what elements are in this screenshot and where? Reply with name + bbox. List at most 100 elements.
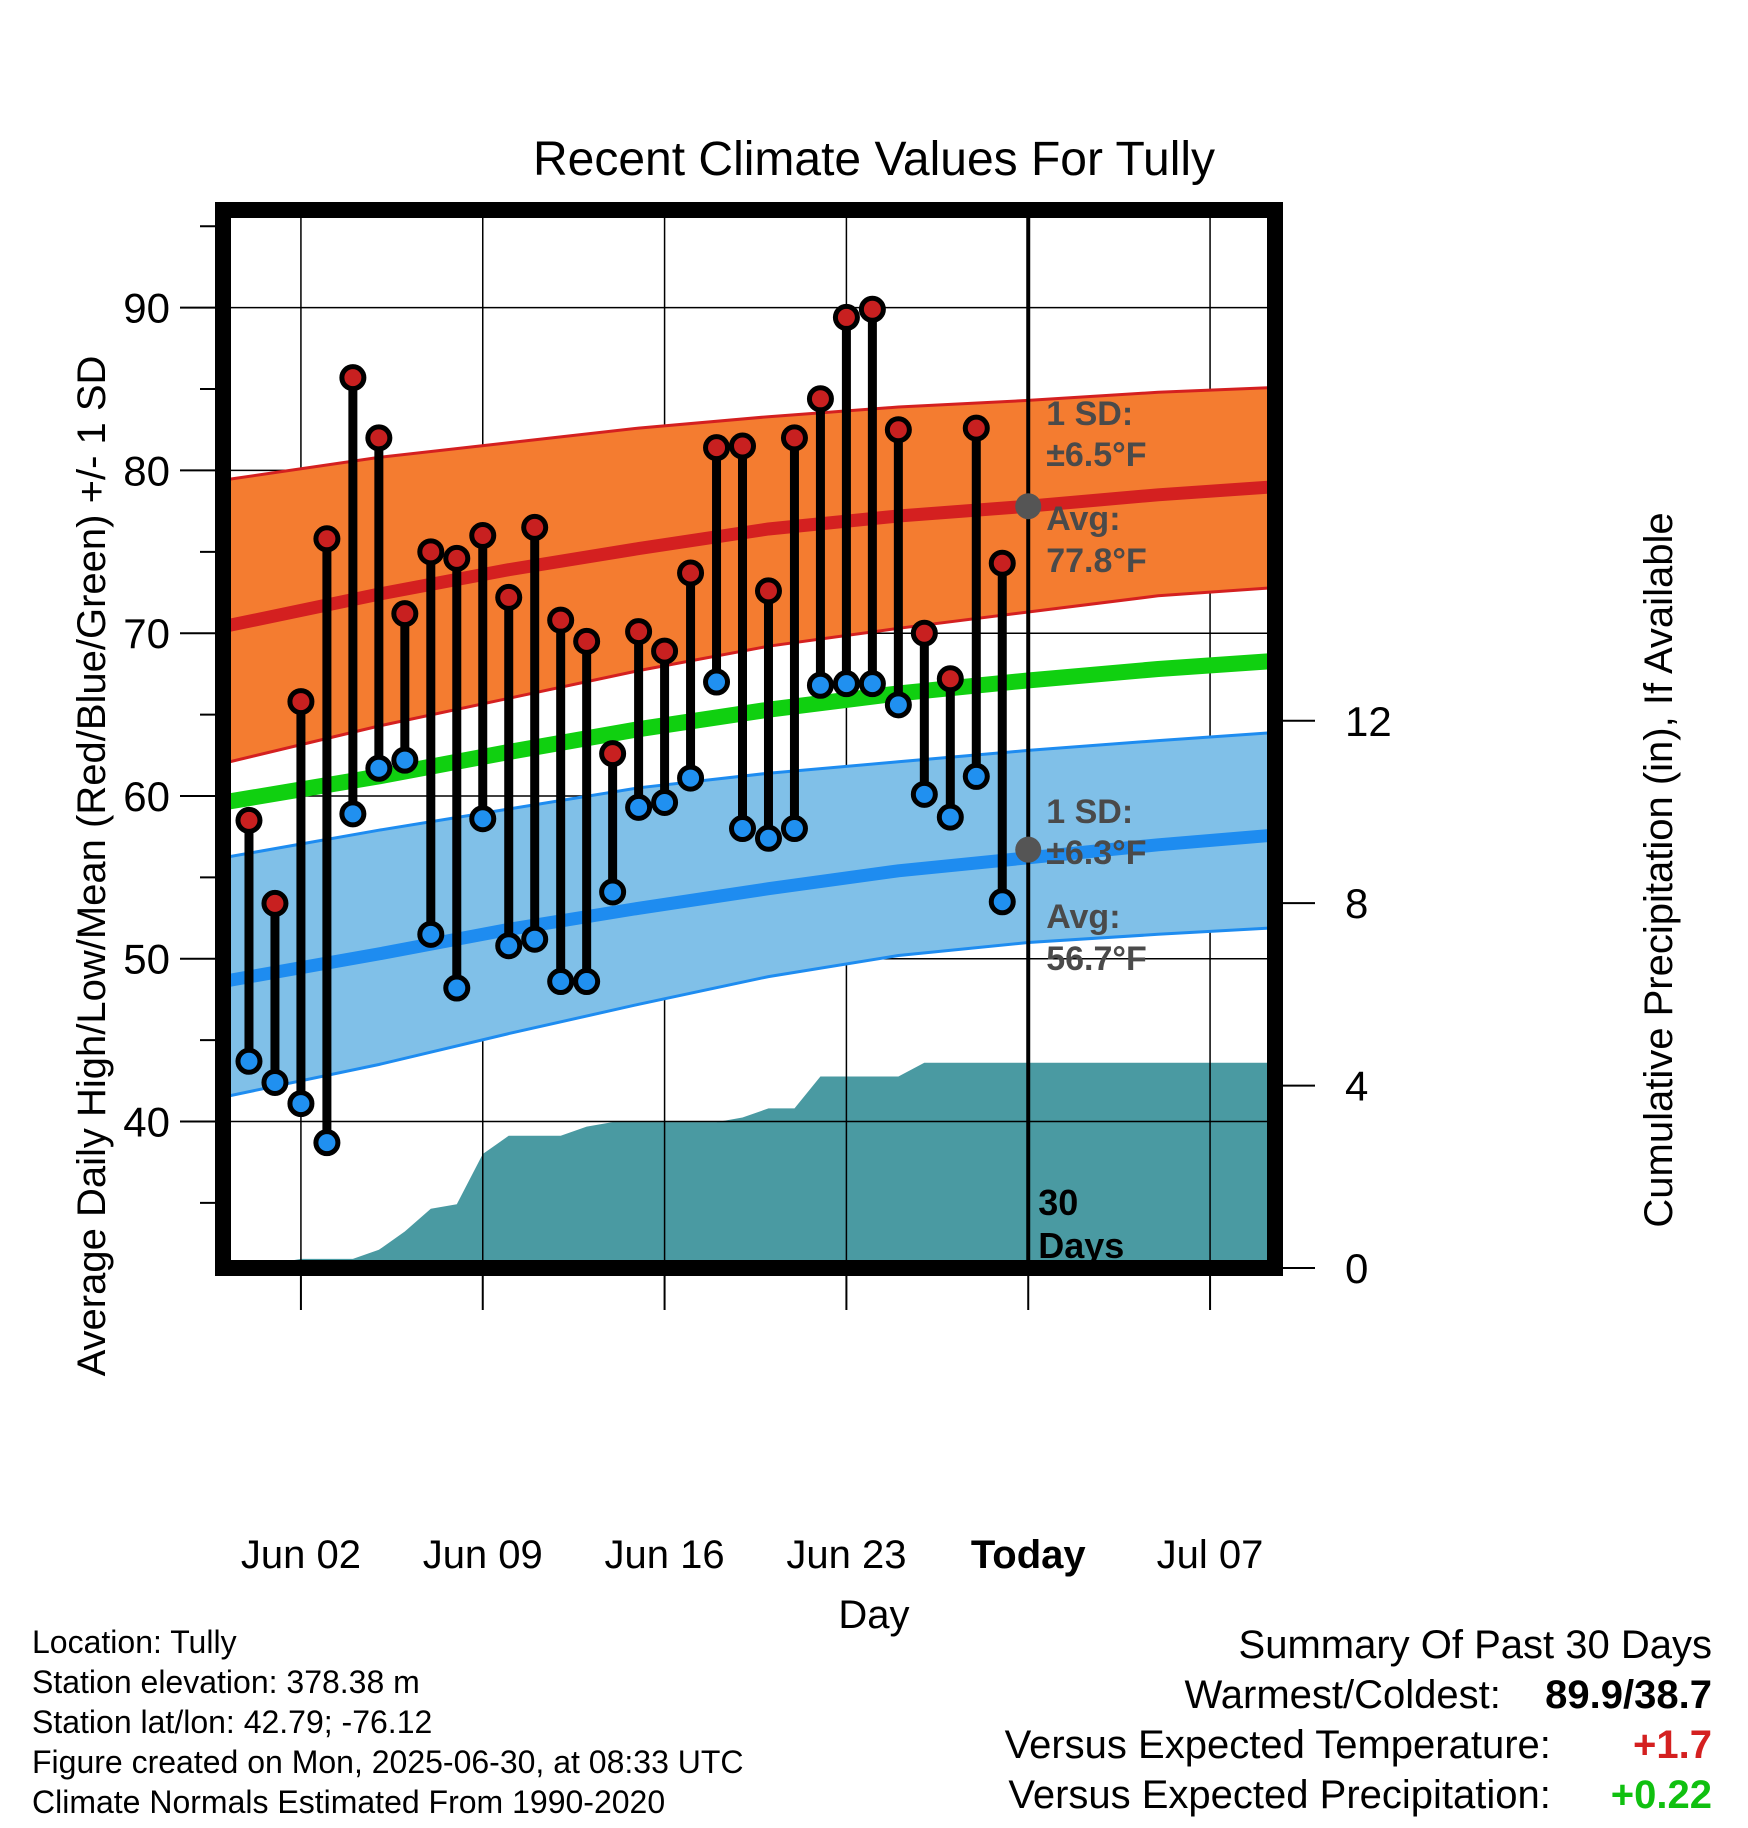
daily-low-point-15 [625, 793, 653, 821]
summary-temp: Versus Expected Temperature: +1.7 [1005, 1720, 1712, 1770]
daily-high-point-22 [806, 385, 834, 413]
normal-high-line [223, 480, 1275, 634]
y-right-tick-label-8: 8 [1345, 880, 1368, 927]
daily-high-point-15 [625, 618, 653, 646]
daily-low-point-4 [339, 800, 367, 828]
precip-label: Versus Expected Precipitation: [1008, 1773, 1551, 1817]
y-left-tick-label-80: 80 [123, 447, 170, 494]
daily-low-point-23 [832, 670, 860, 698]
daily-low-point-13 [573, 968, 601, 996]
daily-high-point-25 [884, 416, 912, 444]
summary-precip: Versus Expected Precipitation: +0.22 [1005, 1770, 1712, 1820]
daily-low-point-14 [599, 878, 627, 906]
y-left-tick-label-60: 60 [123, 773, 170, 820]
precip-area [223, 1062, 1275, 1268]
daily-low-point-11 [521, 925, 549, 953]
y-right-tick-label-12: 12 [1345, 698, 1392, 745]
annotation-low-avg-value: 56.7°F [1046, 940, 1147, 978]
summary-panel: Summary Of Past 30 Days Warmest/Coldest:… [1005, 1620, 1712, 1820]
daily-low-point-7 [417, 920, 445, 948]
annotation-low-sd-value: ±6.3°F [1046, 834, 1146, 872]
daily-high-point-7 [417, 538, 445, 566]
daily-high-point-19 [729, 432, 757, 460]
daily-low-point-24 [858, 670, 886, 698]
annotation-high-avg: Avg: [1046, 500, 1120, 538]
x-tick-label-4: Today [971, 1533, 1087, 1577]
daily-low-point-5 [365, 754, 393, 782]
daily-low-point-20 [754, 824, 782, 852]
y-left-tick-label-50: 50 [123, 936, 170, 983]
normals-text: Climate Normals Estimated From 1990-2020 [32, 1784, 666, 1820]
daily-high-point-4 [339, 364, 367, 392]
daily-low-point-18 [703, 668, 731, 696]
station-info: Location: Tully Station elevation: 378.3… [32, 1622, 744, 1822]
elevation-text: Station elevation: 378.38 m [32, 1664, 420, 1700]
warm-cold-label: Warmest/Coldest: [1184, 1673, 1501, 1717]
daily-high-point-1 [261, 889, 289, 917]
daily-high-point-21 [780, 424, 808, 452]
daily-high-point-20 [754, 577, 782, 605]
y-left-tick-label-90: 90 [123, 285, 170, 332]
daily-high-point-6 [391, 600, 419, 628]
daily-low-point-19 [729, 815, 757, 843]
daily-low-point-10 [495, 932, 523, 960]
annotation-high-avg-value: 77.8°F [1046, 542, 1147, 580]
daily-high-point-9 [469, 522, 497, 550]
daily-low-point-3 [313, 1129, 341, 1157]
daily-high-point-16 [651, 637, 679, 665]
annotation-high-sd: 1 SD: [1046, 395, 1133, 433]
daily-high-point-28 [962, 414, 990, 442]
today-label-line1: 30 [1038, 1182, 1078, 1223]
y-left-tick-label-70: 70 [123, 610, 170, 657]
x-tick-label-2: Jun 16 [605, 1533, 725, 1577]
daily-low-point-27 [936, 803, 964, 831]
daily-high-point-23 [832, 303, 860, 331]
x-axis-label: Day [838, 1593, 909, 1637]
daily-high-point-10 [495, 583, 523, 611]
chart-title: Recent Climate Values For Tully [533, 133, 1215, 186]
today-high-avg-marker [1015, 493, 1042, 520]
daily-high-point-17 [677, 559, 705, 587]
daily-high-point-13 [573, 627, 601, 655]
daily-low-point-21 [780, 815, 808, 843]
daily-high-point-24 [858, 295, 886, 323]
daily-high-point-0 [235, 806, 263, 834]
x-tick-label-1: Jun 09 [423, 1533, 543, 1577]
annotation-low-avg: Avg: [1046, 898, 1120, 936]
daily-low-point-26 [910, 780, 938, 808]
warm-cold-value: 89.9/38.7 [1545, 1673, 1712, 1717]
daily-high-point-18 [703, 434, 731, 462]
daily-high-point-14 [599, 740, 627, 768]
plot-frame [215, 202, 1283, 1276]
today-low-avg-marker [1015, 836, 1042, 863]
created-text: Figure created on Mon, 2025-06-30, at 08… [32, 1744, 744, 1780]
daily-high-point-27 [936, 665, 964, 693]
summary-warm-cold: Warmest/Coldest: 89.9/38.7 [1005, 1670, 1713, 1720]
daily-low-point-25 [884, 691, 912, 719]
normal-low-line [223, 828, 1275, 988]
daily-low-point-22 [806, 671, 834, 699]
temp-label: Versus Expected Temperature: [1004, 1723, 1551, 1767]
high-sd-upper-line [223, 385, 1275, 482]
daily-low-point-29 [988, 888, 1016, 916]
daily-high-point-3 [313, 525, 341, 553]
daily-high-point-26 [910, 619, 938, 647]
daily-high-point-2 [287, 688, 315, 716]
summary-title: Summary Of Past 30 Days [1238, 1623, 1712, 1667]
y-axis-label-left: Average Daily High/Low/Mean (Red/Blue/Gr… [70, 356, 114, 1377]
location-text: Location: Tully [32, 1624, 237, 1660]
daily-high-point-12 [547, 606, 575, 634]
annotation-high-sd-value: ±6.5°F [1046, 436, 1146, 474]
today-label-line2: Days [1038, 1225, 1124, 1266]
y-right-tick-label-4: 4 [1345, 1063, 1368, 1110]
daily-high-point-11 [521, 513, 549, 541]
daily-high-point-8 [443, 544, 471, 572]
daily-low-point-2 [287, 1090, 315, 1118]
y-axis-label-right: Cumulative Precipitation (in), If Availa… [1637, 512, 1681, 1227]
annotation-low-sd: 1 SD: [1046, 793, 1133, 831]
daily-low-point-16 [651, 788, 679, 816]
daily-low-point-12 [547, 968, 575, 996]
